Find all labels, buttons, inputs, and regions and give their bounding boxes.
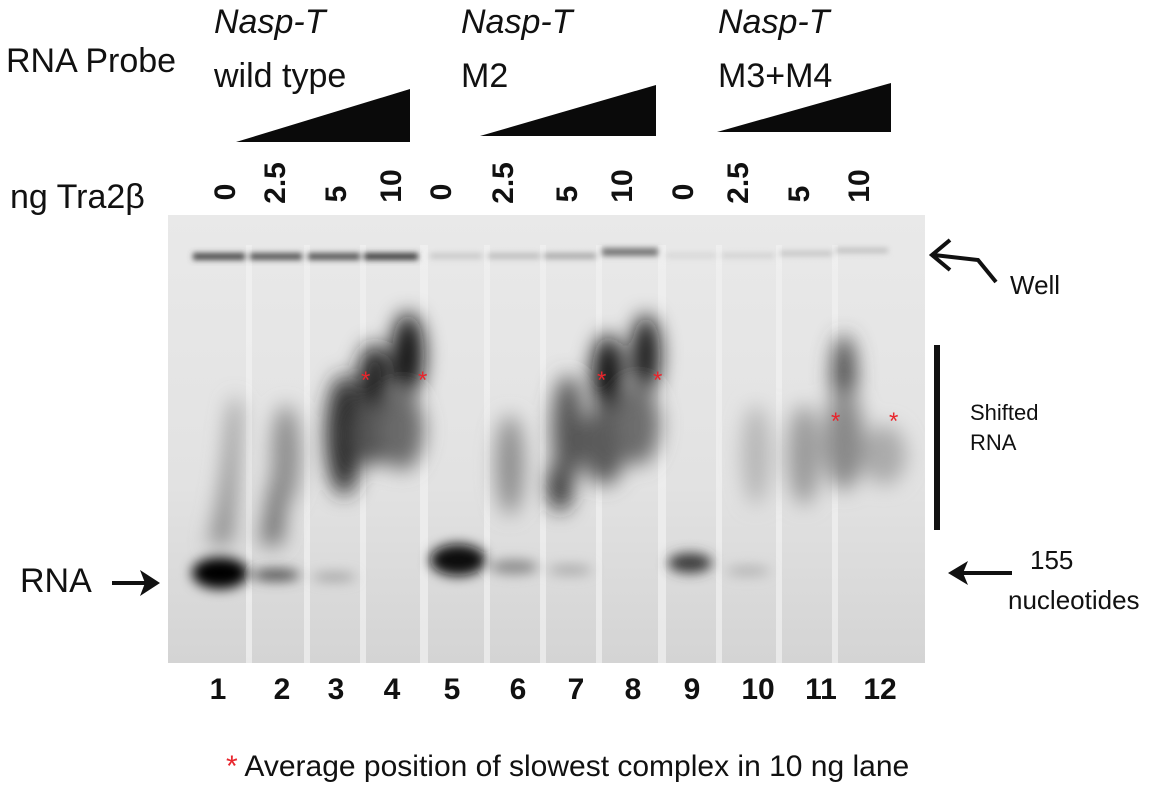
group-3-gene: Nasp-T — [718, 3, 830, 41]
lane-number-9: 9 — [683, 673, 701, 706]
lane-number-12: 12 — [863, 673, 897, 706]
conc-label-lane-4: 10 — [375, 169, 408, 203]
rna-arrow-icon — [112, 570, 160, 596]
lane-number-7: 7 — [567, 673, 585, 706]
wells — [193, 248, 888, 260]
group-1-variant: wild type — [214, 57, 347, 95]
asterisk-marker-lane-4-5: * — [418, 367, 428, 394]
conc-label-lane-8: 10 — [606, 169, 639, 203]
legend-asterisk: * — [226, 750, 238, 783]
group-1-gene: Nasp-T — [214, 3, 326, 41]
group-2-gene: Nasp-T — [461, 3, 573, 41]
lane-number-2: 2 — [273, 673, 291, 706]
nucleotide-size-label-line2: nucleotides — [1008, 585, 1140, 615]
asterisk-marker-lane-7-8: * — [597, 367, 607, 394]
lane-number-10: 10 — [741, 673, 775, 706]
conc-label-lane-10: 2.5 — [722, 162, 755, 204]
group-2-variant: M2 — [461, 57, 509, 95]
asterisk-marker-lane-3-4: * — [361, 367, 371, 394]
well-label: Well — [1010, 270, 1061, 300]
conc-label-lane-6: 2.5 — [487, 162, 520, 204]
conc-label-lane-3: 5 — [320, 185, 353, 203]
lane-number-1: 1 — [209, 673, 227, 706]
lane-number-11: 11 — [805, 673, 837, 706]
shifted-rna-bar — [934, 345, 940, 530]
rna-label: RNA — [20, 562, 92, 600]
shifted-rna-label-line1: Shifted — [970, 400, 1039, 425]
well-arrow-icon — [928, 238, 998, 284]
rna-probe-label: RNA Probe — [6, 42, 177, 80]
conc-label-lane-9: 0 — [667, 183, 700, 201]
lane-number-8: 8 — [624, 673, 642, 706]
legend: * Average position of slowest complex in… — [226, 752, 909, 782]
lane-number-6: 6 — [509, 673, 527, 706]
legend-text: Average position of slowest complex in 1… — [244, 750, 910, 783]
gel-image — [168, 215, 925, 663]
shifted-complexes — [208, 313, 906, 545]
conc-label-lane-5: 0 — [425, 183, 458, 201]
asterisk-marker-lane-8-9: * — [653, 367, 663, 394]
lane-number-3: 3 — [327, 673, 345, 706]
conc-label-lane-1: 0 — [209, 183, 242, 201]
conc-label-lane-12: 10 — [843, 169, 876, 203]
lane-number-4: 4 — [383, 673, 401, 706]
conc-label-lane-2: 2.5 — [259, 162, 292, 204]
asterisk-marker-lane-12: * — [889, 408, 899, 435]
nucleotides-arrow-icon — [948, 561, 1012, 585]
conc-label-lane-11: 5 — [783, 185, 816, 203]
lane-number-5: 5 — [443, 673, 461, 706]
nucleotide-size-label-line1: 155 — [1030, 545, 1074, 575]
asterisk-marker-lane-11-12: * — [831, 408, 841, 435]
concentration-axis-label: ng Tra2β — [10, 178, 145, 216]
free-rna-bands — [192, 544, 770, 589]
conc-label-lane-7: 5 — [551, 185, 584, 203]
shifted-rna-label-line2: RNA — [970, 430, 1017, 455]
concentration-wedge-wild-type — [236, 89, 410, 142]
group-3-variant: M3+M4 — [718, 57, 833, 95]
